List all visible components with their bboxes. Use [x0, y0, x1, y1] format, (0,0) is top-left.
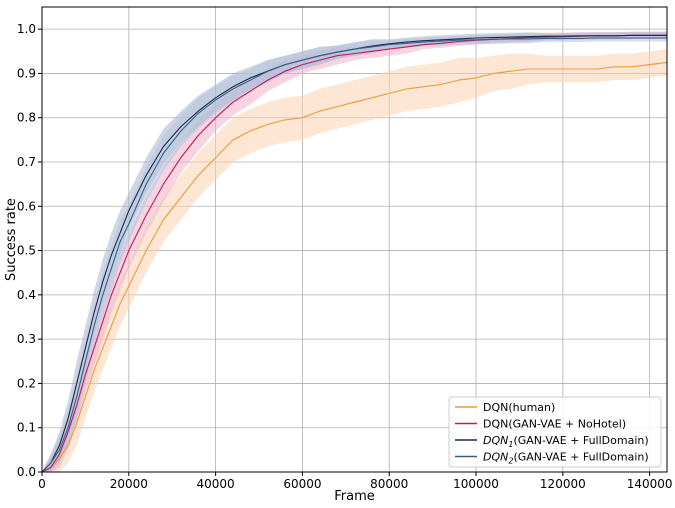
x-tick-label: 120000	[540, 477, 586, 491]
y-tick-label: 0.1	[17, 421, 36, 435]
series-band-2	[42, 31, 667, 473]
x-tick-label: 60000	[283, 477, 321, 491]
y-tick-label: 0.0	[17, 465, 36, 479]
legend-label-2: DQN(GAN-VAE + NoHotel)	[483, 418, 626, 431]
y-tick-label: 0.2	[17, 376, 36, 390]
x-tick-label: 0	[38, 477, 46, 491]
series-band-1	[42, 49, 667, 472]
x-axis-title: Frame	[334, 489, 375, 504]
y-tick-label: 0.5	[17, 244, 36, 258]
y-axis-title: Success rate	[4, 198, 19, 281]
plot-frame	[41, 6, 668, 473]
confidence-bands	[42, 31, 667, 473]
series-line-4	[41, 37, 667, 473]
y-tick-label: 0.7	[17, 155, 36, 169]
legend-label-4: DQN2(GAN-VAE + FullDomain)	[483, 451, 649, 466]
series-line-2	[41, 34, 667, 473]
series-line-1	[41, 61, 668, 473]
y-tick-label: 0.4	[17, 288, 36, 302]
legend-label-1: DQN(human)	[483, 401, 555, 414]
x-tick-label: 140000	[627, 477, 673, 491]
legend-box	[448, 396, 662, 468]
y-tick-label: 1.0	[17, 22, 36, 36]
x-tick-label: 20000	[110, 477, 148, 491]
legend-label-3: DQN1(GAN-VAE + FullDomain)	[483, 434, 649, 449]
x-tick-label: 100000	[453, 477, 499, 491]
x-tick-label: 80000	[370, 477, 408, 491]
y-tick-label: 0.3	[17, 332, 36, 346]
x-axis-ticks: 0 20000 40000 60000 80000 100000 120000 140000	[38, 472, 673, 491]
series-lines	[41, 34, 668, 473]
y-axis-ticks: 0.0 0.1 0.2 0.3 0.4 0.5 0.6 0.7 0.8 0.9 1.0	[17, 22, 42, 479]
y-tick-label: 0.8	[17, 111, 36, 125]
x-tick-label: 40000	[197, 477, 235, 491]
legend: DQN(human) DQN(GAN-VAE + NoHotel) DQN1(GAN…	[448, 396, 662, 468]
y-tick-label: 0.6	[17, 199, 36, 213]
y-tick-label: 0.9	[17, 66, 36, 80]
